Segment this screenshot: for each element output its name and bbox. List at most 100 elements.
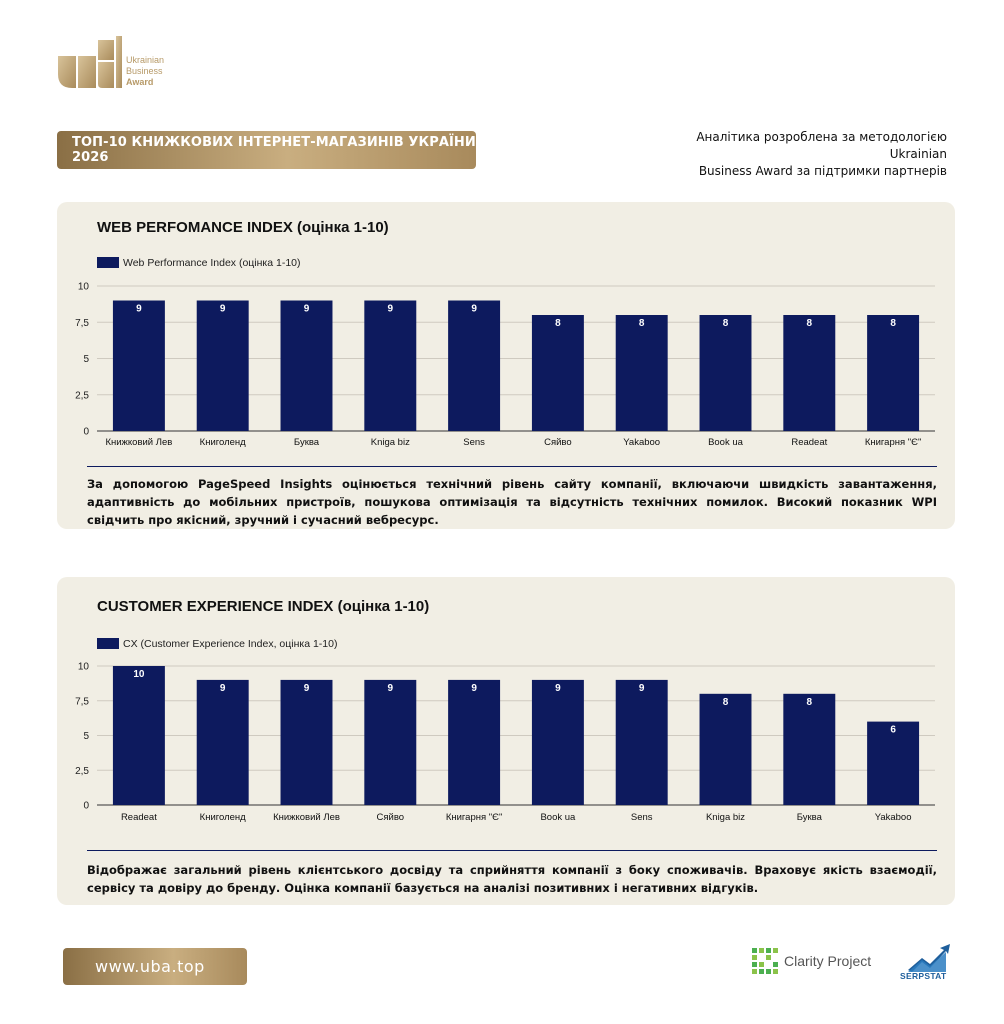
bar-value-label: 8 [555,318,561,329]
clarity-project-label: Clarity Project [784,953,872,969]
x-tick-label: Книголенд [200,437,246,448]
logo-line-3: Award [126,77,154,87]
x-tick-label: Сяйво [377,812,405,823]
y-tick-label: 5 [83,354,89,365]
bar [531,679,584,805]
wpi-heading: WEB PERFOMANCE INDEX (оцінка 1-10) [97,219,389,236]
y-tick-label: 2,5 [75,766,89,777]
x-tick-label: Sens [463,437,485,448]
chart-legend: Web Performance Index (оцінка 1-10) [97,257,301,269]
bar [867,721,920,805]
legend-swatch [97,638,119,649]
y-tick-label: 0 [83,427,89,438]
bar-value-label: 9 [388,304,394,315]
wpi-divider [87,466,937,467]
bar-value-label: 8 [807,697,813,708]
x-tick-label: Книгарня "Є" [865,437,922,448]
methodology-note-line-2: Business Award за підтримки партнерів [698,164,947,178]
wpi-chart: Web Performance Index (оцінка 1-10) 0 2,5 5… [75,257,935,448]
y-tick-label: 0 [83,801,89,812]
x-tick-label: Книгарня "Є" [446,812,503,823]
methodology-note: Аналітика розроблена за методологією Ukr… [647,129,947,180]
chart-legend: CX (Customer Experience Index, оцінка 1-… [97,638,337,650]
x-tick-label: Книголенд [200,812,246,823]
bar-value-label: 9 [639,683,645,694]
bar [783,315,836,431]
legend-label: Web Performance Index (оцінка 1-10) [123,257,301,269]
x-tick-label: Книжковий Лев [273,812,340,823]
x-tick-label: Readeat [791,437,827,448]
y-tick-label: 7,5 [75,318,89,329]
bar [699,315,752,431]
x-tick-label: Kniga biz [371,437,410,448]
bar-value-label: 9 [136,304,142,315]
bar-value-label: 8 [639,318,645,329]
bar-value-label: 8 [723,697,729,708]
clarity-grid-icon [752,948,778,974]
bar [112,666,165,805]
bar [364,679,417,805]
bar [783,693,836,805]
bar-value-label: 9 [471,683,477,694]
bar-value-label: 9 [304,683,310,694]
bar-value-label: 9 [304,304,310,315]
bar [280,300,333,431]
logo-text: Ukrainian Business Award [126,55,164,88]
logo-line-2: Business [126,66,163,76]
bar [615,315,668,431]
page-title: ТОП-10 КНИЖКОВИХ ІНТЕРНЕТ-МАГАЗИНІВ УКРА… [57,131,476,169]
y-tick-label: 10 [78,282,90,293]
bar-value-label: 9 [220,683,226,694]
x-tick-label: Буква [294,437,320,448]
x-tick-label: Буква [797,812,823,823]
bar [867,315,920,431]
logo-line-1: Ukrainian [126,55,165,65]
y-tick-label: 2,5 [75,390,89,401]
bar [196,679,249,805]
bar-value-label: 8 [807,318,813,329]
bar-value-label: 9 [555,683,561,694]
cx-card: CUSTOMER EXPERIENCE INDEX (оцінка 1-10) … [57,577,955,905]
cx-chart: CX (Customer Experience Index, оцінка 1-… [75,638,935,823]
x-tick-label: Сяйво [544,437,572,448]
x-tick-label: Kniga biz [706,812,745,823]
bar [112,300,165,431]
bar [699,693,752,805]
x-tick-label: Sens [631,812,653,823]
bar-value-label: 9 [220,304,226,315]
cx-heading: CUSTOMER EXPERIENCE INDEX (оцінка 1-10) [97,598,430,615]
cx-divider [87,850,937,851]
bar-value-label: 9 [471,304,477,315]
bar-value-label: 8 [723,318,729,329]
bar-value-label: 9 [388,683,394,694]
bar [448,300,501,431]
bar-value-label: 10 [133,669,145,680]
x-tick-label: Book ua [540,812,576,823]
y-tick-label: 7,5 [75,696,89,707]
bar-value-label: 6 [890,725,896,736]
bar [196,300,249,431]
y-tick-label: 5 [83,731,89,742]
methodology-note-line-1: Аналітика розроблена за методологією Ukr… [696,130,947,161]
cx-description: Відображає загальний рівень клієнтського… [87,863,937,895]
x-tick-label: Readeat [121,812,157,823]
bar [615,679,668,805]
x-tick-label: Yakaboo [623,437,660,448]
wpi-description: За допомогою PageSpeed Insights оцінюєть… [87,477,937,527]
x-tick-label: Книжковий Лев [105,437,172,448]
bar-value-label: 8 [890,318,896,329]
ukrainian-business-award-logo [58,36,122,88]
bar [448,679,501,805]
clarity-project-logo: Clarity Project [752,948,871,974]
x-tick-label: Book ua [708,437,744,448]
y-tick-label: 10 [78,662,90,673]
serpstat-logo-icon [908,944,950,972]
bar [364,300,417,431]
website-link[interactable]: www.uba.top [63,948,247,985]
wpi-card: WEB PERFOMANCE INDEX (оцінка 1-10) Web P… [57,202,955,529]
serpstat-label: SERPSTAT [900,971,947,981]
legend-swatch [97,257,119,268]
bar [531,315,584,431]
legend-label: CX (Customer Experience Index, оцінка 1-… [123,638,337,650]
